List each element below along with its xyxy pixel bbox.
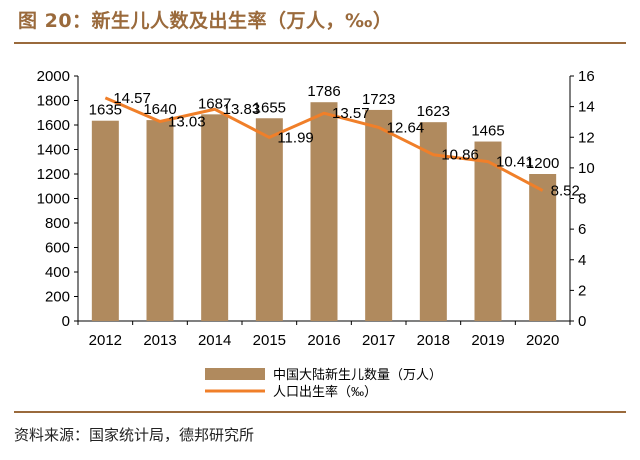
bar — [365, 109, 393, 322]
bar-value-label: 1623 — [417, 103, 450, 120]
x-tick-label: 2020 — [526, 332, 559, 349]
line-value-label: 13.83 — [223, 101, 261, 118]
x-tick-label: 2013 — [143, 332, 176, 349]
line-value-label: 10.86 — [441, 147, 479, 164]
title-divider — [14, 42, 626, 44]
x-tick-label: 2012 — [89, 332, 122, 349]
x-tick-label: 2018 — [417, 332, 450, 349]
bar-value-label: 1465 — [471, 123, 504, 140]
y2-tick-label: 6 — [578, 221, 586, 238]
x-tick-label: 2015 — [253, 332, 286, 349]
y-tick-label: 1600 — [37, 117, 70, 134]
figure-title: 图 20：新生儿人数及出生率（万人，‰） — [18, 10, 393, 32]
bar — [474, 141, 502, 321]
y2-tick-label: 0 — [578, 313, 586, 330]
y2-tick-label: 8 — [578, 191, 586, 208]
bar — [529, 174, 557, 321]
y-tick-label: 1400 — [37, 142, 70, 159]
y-tick-label: 800 — [45, 215, 70, 232]
bar-value-label: 1635 — [89, 102, 122, 119]
y-tick-label: 0 — [62, 313, 70, 330]
y2-tick-label: 2 — [578, 282, 586, 299]
y-tick-label: 200 — [45, 289, 70, 306]
y-tick-label: 2000 — [37, 68, 70, 85]
line-value-label: 13.57 — [332, 105, 370, 122]
y-tick-label: 1200 — [37, 166, 70, 183]
legend-label-line: 人口出生率（‰） — [273, 384, 377, 399]
bar-value-label: 1200 — [526, 155, 559, 172]
bar — [310, 102, 338, 321]
y2-tick-label: 16 — [578, 68, 595, 85]
y2-tick-label: 12 — [578, 129, 595, 146]
x-tick-label: 2019 — [471, 332, 504, 349]
bar-value-label: 1640 — [143, 101, 176, 118]
y-tick-label: 400 — [45, 264, 70, 281]
bar — [201, 114, 229, 321]
line-value-label: 8.52 — [551, 183, 580, 200]
bar-value-label: 1723 — [362, 91, 395, 108]
x-tick-label: 2017 — [362, 332, 395, 349]
bar — [91, 120, 119, 322]
source-note: 资料来源：国家统计局，德邦研究所 — [14, 426, 255, 444]
bar — [146, 120, 174, 321]
legend-label-bars: 中国大陆新生儿数量（万人） — [273, 367, 442, 382]
y2-tick-label: 14 — [578, 99, 595, 116]
chart: 0 200 400 600 800 1000 1200 1400 1600 1800 2000 0 2 4… — [37, 68, 595, 399]
bar — [255, 118, 283, 321]
y-tick-label: 1800 — [37, 93, 70, 110]
line-value-label: 12.64 — [387, 119, 425, 136]
x-tick-label: 2014 — [198, 332, 231, 349]
line-value-label: 10.41 — [496, 154, 534, 171]
y2-tick-label: 4 — [578, 252, 586, 269]
bar-value-label: 1687 — [198, 95, 231, 112]
line-value-label: 11.99 — [277, 129, 313, 146]
birth-rate-line — [104, 96, 544, 192]
y-tick-label: 1000 — [37, 191, 70, 208]
y-tick-label: 600 — [45, 240, 70, 257]
line-value-label: 13.03 — [168, 113, 206, 130]
legend-swatch-bars — [205, 368, 265, 380]
bar-value-label: 1655 — [253, 99, 286, 116]
bar-value-label: 1786 — [307, 83, 340, 100]
y2-tick-label: 10 — [578, 160, 595, 177]
line-value-label: 14.57 — [113, 90, 151, 107]
source-divider — [14, 411, 626, 413]
x-tick-label: 2016 — [307, 332, 340, 349]
